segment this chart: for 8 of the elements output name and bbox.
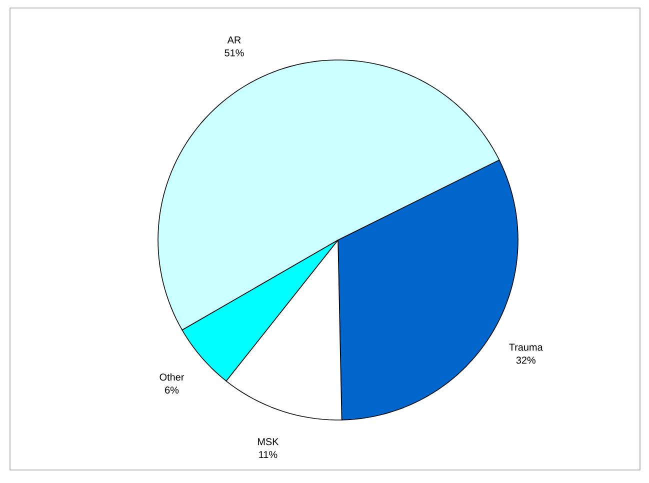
data-label: 6%: [165, 386, 179, 394]
data-label: 51%: [224, 49, 244, 56]
data-label: 32%: [516, 356, 536, 364]
slice-label: Other: [160, 373, 184, 381]
slice-label: MSK: [258, 438, 279, 446]
slice-label: Trauma: [509, 344, 543, 351]
data-label: 11%: [259, 451, 278, 458]
slice-label: AR: [227, 36, 241, 44]
